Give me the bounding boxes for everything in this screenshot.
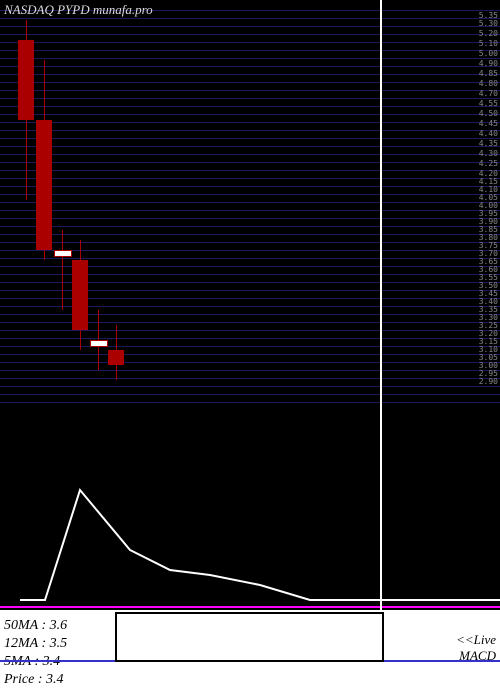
volume-panel (0, 450, 500, 610)
chart-title: NASDAQ PYPD munafa.pro (4, 2, 153, 18)
time-marker (380, 0, 382, 610)
indicator-line-pink (0, 606, 500, 608)
indicator-box (115, 612, 384, 662)
stock-chart: NASDAQ PYPD munafa.pro 5.355.305.205.105… (0, 0, 500, 700)
volume-line (0, 450, 500, 610)
live-label: <<Live (456, 632, 496, 648)
price-panel: NASDAQ PYPD munafa.pro 5.355.305.205.105… (0, 0, 500, 450)
